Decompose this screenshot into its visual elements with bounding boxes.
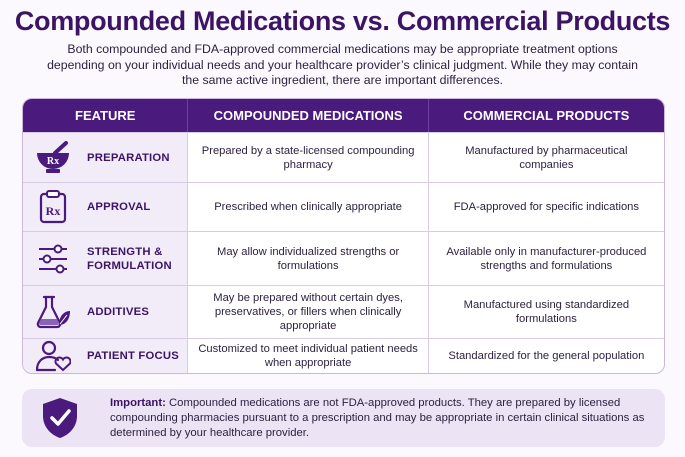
table-row: Rx APPROVAL Prescribed when clinically a…: [23, 182, 664, 231]
feature-label: ADDITIVES: [87, 306, 150, 318]
feature-cell: ADDITIVES: [23, 286, 189, 338]
compounded-cell: Prepared by a state-licensed compounding…: [188, 133, 429, 182]
header-feature: FEATURE: [23, 99, 189, 132]
intro-paragraph: Both compounded and FDA-approved commerc…: [47, 42, 638, 87]
feature-cell: Rx PREPARATION: [23, 133, 189, 182]
feature-label: PREPARATION: [87, 151, 170, 164]
note-body: Compounded medications are not FDA-appro…: [110, 396, 645, 439]
feature-cell: Rx APPROVAL: [23, 183, 189, 231]
table-row: STRENGTH & FORMULATION May allow individ…: [23, 231, 664, 285]
svg-text:Rx: Rx: [47, 156, 59, 167]
feature-label: STRENGTH & FORMULATION: [87, 245, 172, 272]
table-row: ADDITIVES May be prepared without certai…: [23, 285, 664, 338]
feature-cell: PATIENT FOCUS: [23, 338, 189, 373]
commercial-cell: Available only in manufacturer-produced …: [446, 245, 647, 272]
commercial-cell: Standardized for the general population: [448, 350, 645, 362]
person-heart-icon: [35, 338, 71, 373]
header-compounded: COMPOUNDED MEDICATIONS: [188, 99, 429, 132]
important-note: Important: Compounded medications are no…: [22, 389, 665, 447]
compounded-cell: May be prepared without certain dyes, pr…: [188, 286, 429, 338]
table-row: Rx PREPARATION Prepared by a state-licen…: [23, 132, 664, 182]
commercial-cell: FDA-approved for specific indications: [453, 201, 640, 213]
feature-label: APPROVAL: [87, 201, 151, 213]
shield-check-icon: [40, 396, 80, 440]
note-text: Important: Compounded medications are no…: [110, 396, 655, 441]
compounded-cell: Prescribed when clinically appropriate: [188, 183, 429, 231]
mortar-pestle-rx-icon: Rx: [35, 140, 71, 176]
sliders-icon: [35, 241, 71, 277]
header-commercial: COMMERCIAL PRODUCTS: [463, 108, 630, 123]
feature-label: PATIENT FOCUS: [87, 350, 179, 362]
svg-text:Rx: Rx: [46, 204, 61, 218]
table-row: PATIENT FOCUS Customized to meet individ…: [23, 338, 664, 373]
commercial-cell: Manufactured by pharmaceutical companies: [465, 144, 628, 171]
table-header: FEATURE COMPOUNDED MEDICATIONS COMMERCIA…: [23, 99, 664, 132]
comparison-table: FEATURE COMPOUNDED MEDICATIONS COMMERCIA…: [22, 98, 665, 374]
flask-leaf-icon: [35, 294, 71, 330]
compounded-cell: Customized to meet individual patient ne…: [188, 339, 429, 373]
page-title: Compounded Medications vs. Commercial Pr…: [14, 6, 671, 36]
note-label: Important:: [110, 396, 166, 409]
clipboard-rx-icon: Rx: [35, 189, 71, 225]
compounded-cell: May allow individualized strengths or fo…: [188, 232, 429, 285]
feature-cell: STRENGTH & FORMULATION: [23, 232, 189, 285]
commercial-cell: Manufactured using standardized formulat…: [463, 299, 630, 325]
